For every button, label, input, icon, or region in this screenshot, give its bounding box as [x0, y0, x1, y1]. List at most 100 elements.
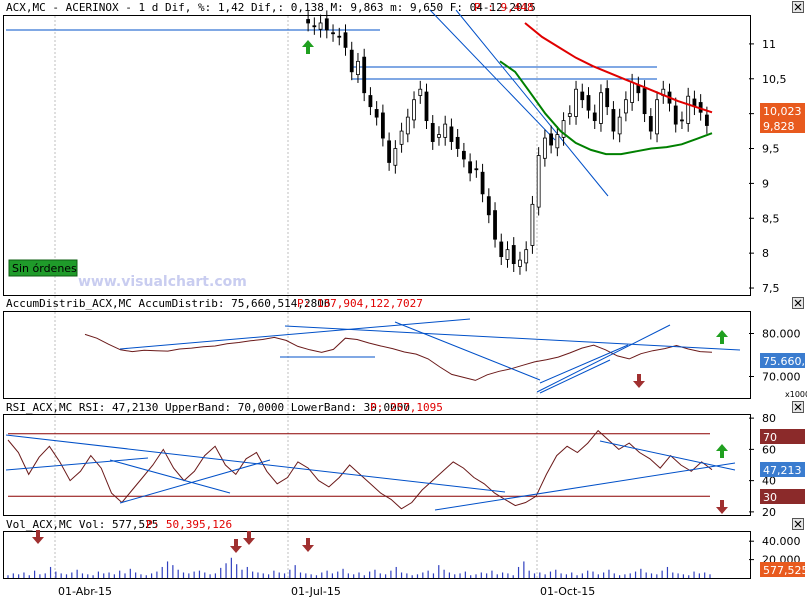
- trend-line: [119, 318, 471, 350]
- up-arrow-icon: [302, 40, 314, 54]
- candle-body: [368, 95, 373, 108]
- candle-body: [542, 137, 547, 159]
- candle-body: [673, 105, 678, 125]
- candle-body: [468, 161, 473, 174]
- close-box-icon[interactable]: [792, 297, 804, 309]
- trend-line: [119, 459, 271, 504]
- candle-body: [362, 56, 367, 94]
- candle-body: [461, 150, 466, 160]
- y-tick-label: 9: [762, 177, 769, 190]
- trend-line: [536, 324, 671, 393]
- trend-line: [5, 457, 149, 471]
- trend-line: [599, 440, 736, 471]
- y-tick-label: 11: [762, 38, 776, 51]
- candle-body: [505, 249, 510, 260]
- ma-red-line: [524, 22, 713, 114]
- candle-body: [561, 120, 566, 138]
- candle-body: [680, 119, 684, 122]
- accumdistrib-plot: [84, 318, 741, 394]
- candle-body: [455, 136, 460, 149]
- accumdistrib-value-label-bg: [760, 353, 805, 368]
- rsi-value-label-bg: [760, 462, 805, 477]
- rsi-upper-label: 70: [763, 431, 777, 444]
- candle-body: [648, 116, 653, 132]
- last-close-label: 9,828: [763, 120, 795, 133]
- price-labels: 10,023 9,828 75.660,5 70 47,213 30 577,525: [760, 103, 807, 577]
- candle-body: [617, 116, 622, 135]
- down-arrow-icon: [230, 539, 242, 553]
- down-arrow-icon: [32, 530, 44, 544]
- candle-body: [324, 18, 329, 31]
- down-arrow-icon: [633, 374, 645, 388]
- candle-body: [393, 148, 398, 166]
- candle-body: [474, 168, 479, 171]
- trend-line: [284, 325, 741, 351]
- candle-body: [387, 140, 392, 163]
- candle-body: [449, 126, 454, 142]
- candle-body: [405, 116, 410, 135]
- last-price-label-bg: [760, 103, 805, 118]
- status-badge-bg[interactable]: [8, 259, 78, 277]
- candle-body: [356, 60, 360, 75]
- rsi-header-p: P: 257,1095: [370, 401, 443, 414]
- status-badge[interactable]: Sin órdenes: [12, 262, 77, 275]
- y-tick-label: 60: [762, 443, 776, 456]
- candle-body: [443, 123, 448, 138]
- volume-plot: [7, 557, 711, 578]
- up-arrow-icon: [716, 444, 728, 458]
- panel-frames: [3, 15, 751, 579]
- ma-green-line: [499, 60, 713, 156]
- trend-line: [539, 344, 629, 384]
- candle-body: [555, 134, 560, 149]
- rsi-lower-label: 30: [763, 491, 777, 504]
- y-tick-label: 40: [762, 475, 776, 488]
- trend-line: [539, 359, 611, 394]
- candle-body: [530, 203, 535, 246]
- candle-body: [499, 241, 504, 258]
- close-box-icon[interactable]: [792, 1, 804, 13]
- candle-body: [412, 99, 416, 121]
- accum-header-p: P: 137,904,122,7027: [297, 297, 423, 310]
- candle-body: [611, 109, 616, 132]
- y-tick-label: 9,5: [762, 143, 780, 156]
- trend-lines: [6, 9, 657, 197]
- up-arrow-icon: [716, 330, 728, 344]
- x-tick-label: 01-Jul-15: [291, 585, 341, 598]
- candle-body: [642, 88, 647, 115]
- candle-body: [592, 112, 597, 122]
- candle-body: [599, 92, 603, 124]
- candle-body: [312, 25, 317, 28]
- rsi-header: RSI_ACX,MC RSI: 47,2130 UpperBand: 70,00…: [6, 401, 410, 414]
- trend-line: [455, 9, 609, 197]
- candle-body: [480, 171, 485, 195]
- trend-line: [109, 459, 231, 494]
- accum-header: AccumDistrib_ACX,MC AccumDistrib: 75,660…: [6, 297, 331, 310]
- rsi-plot: [5, 429, 736, 511]
- y-tick-label: 40.000: [762, 535, 801, 548]
- down-arrow-icon: [302, 538, 314, 552]
- candle-body: [437, 134, 441, 138]
- close-box-icon[interactable]: [792, 518, 804, 530]
- candle-body: [430, 123, 435, 142]
- close-box-icon[interactable]: [792, 401, 804, 413]
- candle-body: [524, 249, 529, 264]
- candle-body: [605, 88, 610, 108]
- candle-body: [424, 91, 429, 122]
- y-tick-label: 80.000: [762, 328, 801, 341]
- signal-arrows: [32, 40, 728, 553]
- candle-body: [549, 133, 554, 146]
- candle-body: [655, 99, 659, 135]
- last-close-label-bg: [760, 118, 805, 133]
- candle-body: [580, 91, 585, 101]
- accumdistrib-value-label: 75.660,5: [763, 355, 807, 368]
- candle-body: [686, 95, 691, 124]
- rsi-value-label: 47,213: [763, 464, 802, 477]
- rsi-upper-label-bg: [760, 429, 805, 444]
- rsi-line: [7, 429, 713, 510]
- price-header-p: P : 9,448: [474, 1, 534, 14]
- candle-body: [518, 259, 522, 267]
- trend-line: [394, 321, 541, 381]
- candle-body: [574, 88, 578, 117]
- candle-body: [380, 112, 385, 139]
